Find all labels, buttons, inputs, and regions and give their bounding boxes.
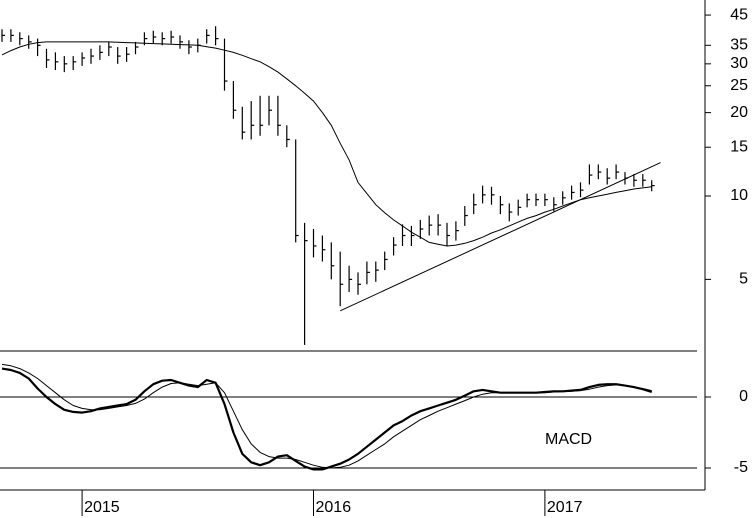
x-tick-label: 2015: [84, 499, 120, 516]
y-tick-label: 10: [730, 187, 748, 204]
y-tick-label: 0: [739, 388, 748, 405]
y-tick-label: 25: [730, 77, 748, 94]
y-tick-label: 45: [730, 6, 748, 23]
y-tick-label: -5: [734, 459, 748, 476]
x-tick-label: 2016: [316, 499, 352, 516]
macd-line: [1, 367, 653, 471]
trendline: [339, 162, 661, 312]
y-tick-label: 5: [739, 271, 748, 288]
y-tick-label: 30: [730, 55, 748, 72]
x-tick-label: 2017: [547, 499, 583, 516]
macd-line: [1, 363, 652, 469]
y-tick-label: 20: [730, 104, 748, 121]
macd-label: MACD: [545, 431, 592, 448]
y-tick-label: 35: [730, 37, 748, 54]
y-tick-label: 15: [730, 138, 748, 155]
moving-average: [1, 41, 652, 247]
